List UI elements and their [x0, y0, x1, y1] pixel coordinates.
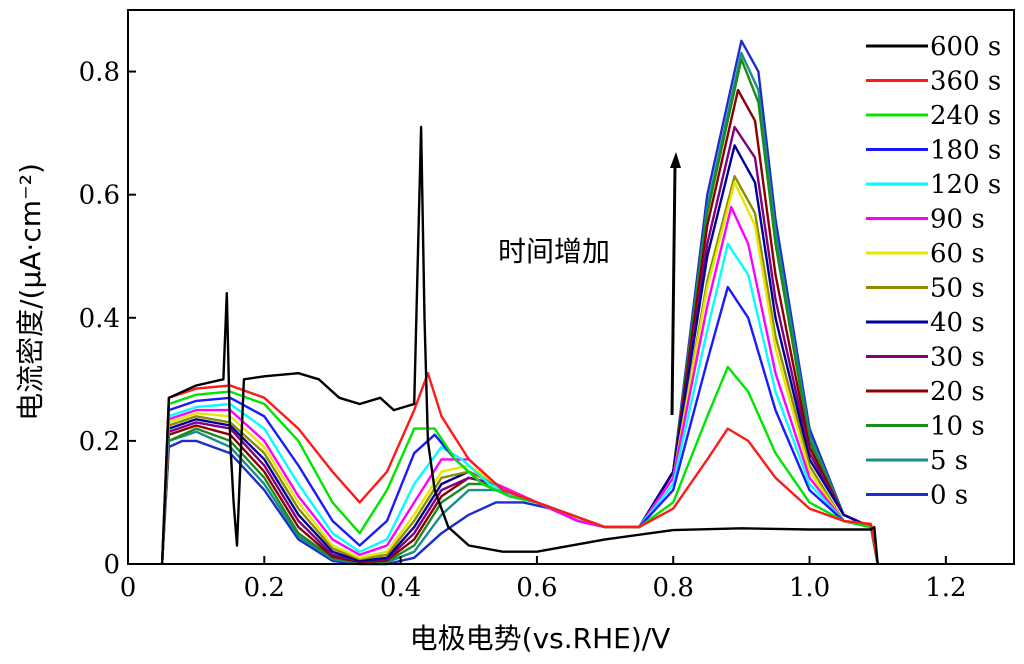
series-line-180s	[160, 285, 879, 565]
x-tick-label: 0.8	[653, 573, 694, 603]
legend-label: 600 s	[930, 32, 1001, 62]
legend-label: 240 s	[930, 101, 1001, 131]
x-tick-label: 0	[120, 573, 137, 603]
legend-label: 60 s	[930, 239, 985, 269]
legend-label: 40 s	[930, 308, 985, 338]
series-line-0s	[160, 39, 879, 566]
plot-frame	[127, 9, 1015, 565]
series-line-360s	[160, 372, 879, 565]
x-axis-title: 电极电势(vs.RHE)/V	[410, 622, 671, 655]
series-line-240s	[160, 365, 879, 565]
series-layer	[160, 39, 879, 566]
legend-label: 120 s	[930, 170, 1001, 200]
legend-label: 50 s	[930, 274, 985, 304]
series-line-600s	[160, 125, 879, 565]
x-tick-label: 1.2	[925, 573, 966, 603]
legend-label: 180 s	[930, 136, 1001, 166]
legend-label: 10 s	[930, 412, 985, 442]
legend: 600 s 360 s 240 s 180 s 120 s 90 s 60 s 50 s 40 …	[866, 32, 1001, 511]
legend-label: 0 s	[930, 481, 968, 511]
time-arrow	[670, 152, 681, 416]
x-tick-label: 0.4	[380, 573, 421, 603]
x-tick-label: 1.0	[789, 573, 830, 603]
legend-label: 30 s	[930, 343, 985, 373]
legend-label: 5 s	[930, 446, 968, 476]
y-tick-label: 0.2	[79, 427, 120, 457]
x-tick-label: 0.6	[516, 573, 557, 603]
y-tick-label: 0	[103, 550, 120, 580]
legend-label: 20 s	[930, 377, 985, 407]
x-tick-label: 0.2	[244, 573, 285, 603]
legend-label: 360 s	[930, 67, 1001, 97]
y-tick-label: 0.8	[79, 58, 120, 88]
time-increase-annotation: 时间增加	[498, 235, 610, 268]
legend-label: 90 s	[930, 205, 985, 235]
y-tick-label: 0.6	[79, 181, 120, 211]
axes-layer: 0 0.2 0.4 0.6 0.8 1.0 1.2 0 0.2 0.4 0.6 0.8	[79, 58, 967, 603]
y-tick-label: 0.4	[79, 304, 120, 334]
y-axis-title: 电流密度/(μA·cm⁻²)	[14, 163, 47, 421]
